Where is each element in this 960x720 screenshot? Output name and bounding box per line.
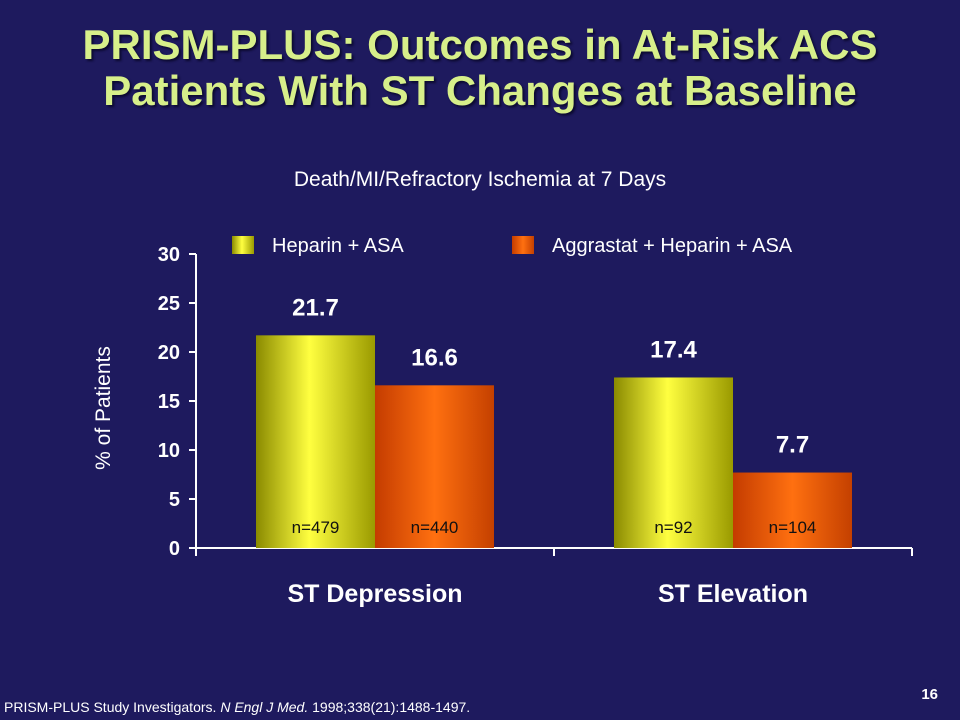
footnote-journal: N Engl J Med.	[220, 699, 309, 715]
legend-swatch	[512, 236, 534, 254]
bar	[614, 377, 733, 548]
y-tick-label: 5	[169, 489, 180, 511]
legend-label: Aggrastat + Heparin + ASA	[552, 235, 793, 257]
y-tick-label: 30	[158, 244, 180, 266]
category-label: ST Elevation	[658, 580, 808, 608]
chart-marks: Heparin + ASA Aggrastat + Heparin + ASA 21…	[232, 235, 852, 608]
slide-title: PRISM-PLUS: Outcomes in At-Risk ACS Pati…	[0, 22, 960, 114]
y-tick-label: 10	[158, 440, 180, 462]
bar-value-label: 16.6	[411, 344, 458, 371]
chart-subtitle: Death/MI/Refractory Ischemia at 7 Days	[293, 168, 667, 191]
bar-n-label: n=479	[292, 518, 340, 537]
title-line-2: Patients With ST Changes at Baseline	[103, 67, 857, 114]
bar-value-label: 21.7	[292, 294, 339, 321]
y-tick-label: 15	[158, 391, 180, 413]
bar-value-label: 17.4	[650, 336, 697, 363]
footnote-authors: PRISM-PLUS Study Investigators.	[4, 699, 217, 715]
legend-label: Heparin + ASA	[272, 235, 404, 257]
bar	[733, 472, 852, 548]
bar	[375, 385, 494, 548]
bar	[256, 335, 375, 548]
legend-swatch	[232, 236, 254, 254]
bar-value-label: 7.7	[776, 432, 809, 459]
title-line-1: PRISM-PLUS: Outcomes in At-Risk ACS	[82, 21, 878, 68]
y-tick-label: 25	[158, 293, 180, 315]
bar-n-label: n=92	[654, 518, 692, 537]
bar-n-label: n=440	[411, 518, 459, 537]
footnote: PRISM-PLUS Study Investigators. N Engl J…	[4, 699, 470, 715]
category-label: ST Depression	[287, 580, 462, 608]
y-tick-label: 0	[169, 538, 180, 560]
y-tick-label: 20	[158, 342, 180, 364]
page-number: 16	[921, 686, 938, 703]
footnote-reference: 1998;338(21):1488-1497.	[312, 699, 471, 715]
y-axis-label: % of Patients	[92, 346, 115, 470]
bar-n-label: n=104	[769, 518, 817, 537]
